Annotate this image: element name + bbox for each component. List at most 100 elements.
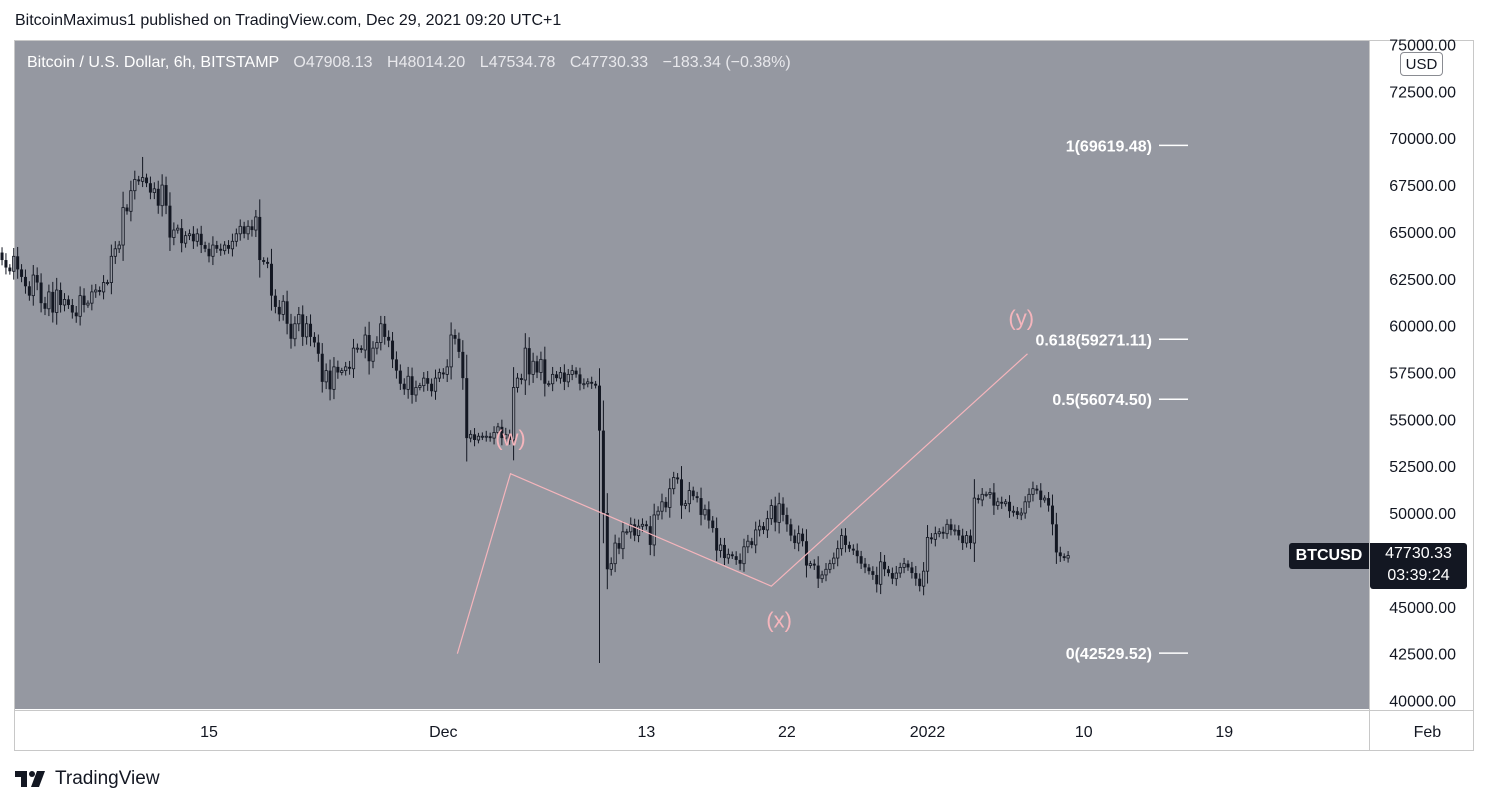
candle-body-up	[496, 426, 500, 433]
candle-body-up	[437, 372, 441, 379]
currency-button[interactable]: USD	[1400, 52, 1443, 76]
legend-open-key: O	[293, 54, 306, 71]
candle-body-up	[238, 225, 242, 235]
candle-body-up	[422, 377, 426, 387]
time-tick-label: 15	[200, 724, 218, 741]
candle-body-down	[383, 323, 387, 337]
candle-body-up	[254, 216, 258, 231]
last-price-symbol: BTCUSD	[1289, 543, 1369, 569]
candle-body-down	[66, 299, 70, 306]
candle-body-down	[730, 554, 734, 557]
candle-body-up	[160, 184, 164, 207]
legend-change: −183.34 (−0.38%)	[662, 54, 791, 71]
price-tick-label: 75000.00	[1389, 38, 1456, 55]
candle-body-down	[910, 567, 914, 574]
candle-body-up	[746, 540, 750, 548]
bar-countdown: 03:39:24	[1387, 567, 1450, 584]
candle-body-up	[933, 533, 937, 540]
candle-body-down	[949, 524, 953, 530]
candle-body-up	[113, 248, 117, 257]
candle-body-down	[781, 503, 785, 515]
candle-body-down	[266, 261, 270, 264]
legend-low-key: L	[479, 54, 489, 71]
candle-body-up	[836, 548, 840, 559]
candle-body-up	[324, 370, 328, 383]
last-price-label: 47730.33 03:39:24	[1370, 543, 1467, 589]
candle-body-down	[676, 477, 680, 480]
candle-body-down	[465, 378, 469, 439]
candle-body-down	[695, 496, 699, 499]
candle-body-down	[738, 559, 742, 564]
candle-body-down	[590, 381, 594, 384]
candle-body-up	[1031, 488, 1035, 495]
candle-body-down	[664, 501, 668, 508]
candle-body-up	[683, 503, 688, 506]
candle-body-down	[215, 245, 219, 249]
candle-body-up	[152, 188, 156, 193]
candle-body-down	[402, 383, 406, 390]
candle-body-up	[12, 255, 16, 272]
candle-body-up	[769, 505, 773, 520]
publisher-line: BitcoinMaximus1 published on TradingView…	[15, 12, 562, 29]
candle-body-down	[789, 524, 793, 536]
candle-body-up	[246, 225, 250, 235]
candle-body-up	[1004, 501, 1008, 505]
candle-body-up	[281, 300, 285, 315]
candle-body-down	[890, 573, 894, 579]
candle-body-down	[644, 524, 648, 527]
candle-body-up	[609, 563, 613, 570]
candle-body-down	[859, 556, 863, 564]
candle-body-down	[793, 535, 797, 544]
time-tick-label: 19	[1215, 724, 1233, 741]
price-axis[interactable]	[1370, 41, 1473, 709]
candle-body-up	[105, 282, 110, 284]
candle-body-up	[988, 492, 992, 495]
candle-body-down	[367, 335, 371, 362]
time-tick-label: 13	[637, 724, 655, 741]
candle-body-down	[27, 286, 31, 296]
candle-body-up	[636, 525, 641, 536]
candle-body-up	[332, 366, 336, 390]
plot-area[interactable]	[15, 41, 1369, 709]
candle-body-up	[480, 435, 484, 438]
candle-body-up	[668, 488, 672, 508]
candle-body-up	[672, 477, 676, 490]
price-tick-label: 40000.00	[1389, 694, 1456, 711]
price-tick-label: 57500.00	[1389, 366, 1456, 383]
candle-body-down	[527, 348, 531, 375]
candle-body-down	[426, 378, 430, 384]
candle-body-up	[230, 240, 235, 250]
candle-body-down	[594, 383, 598, 386]
candle-body-down	[906, 563, 910, 568]
candle-body-up	[523, 347, 527, 381]
candle-body-down	[734, 556, 738, 560]
candle-body-down	[207, 248, 211, 257]
candle-body-down	[1008, 501, 1012, 512]
candle-body-down	[23, 276, 27, 287]
candle-body-down	[801, 533, 805, 542]
candle-body-up	[629, 523, 633, 533]
time-axis[interactable]	[15, 711, 1473, 750]
legend-high-key: H	[387, 54, 399, 71]
candle-body-down	[883, 561, 887, 570]
candle-body-up	[758, 525, 762, 531]
tradingview-logo[interactable]: TradingView	[15, 768, 160, 790]
candle-body-up	[371, 347, 375, 362]
fib-level-label: 0.5(56074.50)	[1052, 392, 1152, 409]
candle-body-up	[223, 244, 227, 252]
candle-body-down	[74, 312, 78, 317]
candle-body-up	[879, 561, 883, 585]
candle-body-up	[90, 291, 94, 304]
candle-body-up	[449, 334, 453, 368]
legend-symbol[interactable]: Bitcoin / U.S. Dollar, 6h, BITSTAMP	[27, 54, 279, 71]
candle-body-down	[976, 498, 980, 500]
candle-body-down	[273, 295, 277, 307]
candle-body-down	[262, 260, 266, 262]
time-tick-label: Feb	[1414, 724, 1442, 741]
candle-body-up	[1019, 512, 1023, 516]
candle-body-up	[1066, 555, 1070, 559]
candle-body-down	[39, 282, 43, 304]
candle-body-up	[953, 529, 957, 532]
candle-body-down	[137, 179, 141, 182]
